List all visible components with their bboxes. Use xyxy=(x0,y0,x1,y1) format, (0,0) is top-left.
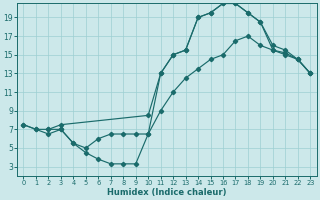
X-axis label: Humidex (Indice chaleur): Humidex (Indice chaleur) xyxy=(107,188,227,197)
